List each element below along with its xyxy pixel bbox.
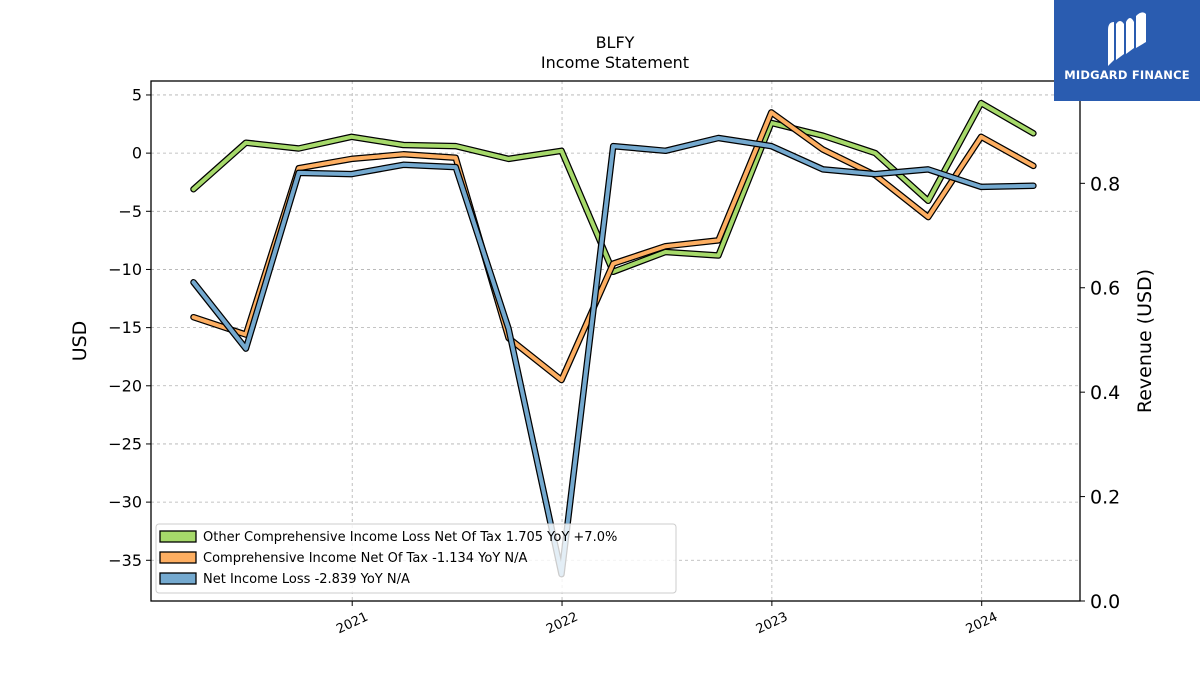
legend-swatch-net-income-loss — [159, 572, 197, 585]
legend-swatch-comprehensive-income — [159, 551, 197, 564]
y-tick-label: 5 — [132, 85, 142, 104]
chart-subtitle: Income Statement — [541, 53, 689, 72]
legend-label-other-comprehensive: Other Comprehensive Income Loss Net Of T… — [203, 530, 617, 545]
x-axis: 2021 2022 2023 2024 — [334, 601, 1000, 637]
y-axis-right-label: Revenue (USD) — [1134, 269, 1156, 413]
y-right-tick-label: 0.6 — [1090, 278, 1120, 300]
legend-label-comprehensive-income: Comprehensive Income Net Of Tax -1.134 Y… — [203, 551, 528, 566]
x-tick-label: 2022 — [544, 610, 580, 638]
y-axis-left: 5 0 −5 −10 −15 −20 −25 −30 −35 — [108, 85, 151, 570]
y-tick-label: −30 — [108, 493, 142, 512]
y-tick-label: −10 — [108, 260, 142, 279]
series-line-outline — [190, 99, 1037, 276]
y-tick-label: −5 — [118, 202, 142, 221]
y-axis-right: 0.0 0.2 0.4 0.6 0.8 — [1080, 173, 1120, 613]
midgard-finance-logo: MIDGARD FINANCE — [1054, 0, 1200, 101]
series-line — [191, 110, 1036, 382]
y-right-tick-label: 0.4 — [1090, 382, 1120, 404]
series-other-comprehensive — [190, 99, 1037, 276]
legend-label-net-income-loss: Net Income Loss -2.839 YoY N/A — [203, 572, 410, 587]
y-axis-label: USD — [69, 321, 91, 362]
y-right-tick-label: 0.2 — [1090, 487, 1120, 509]
legend-frame — [155, 523, 677, 594]
x-tick-label: 2023 — [754, 610, 790, 638]
series-line — [191, 136, 1036, 577]
midgard-logo-icon — [1108, 12, 1146, 66]
series-net-income-loss — [190, 134, 1037, 578]
plot-area-frame — [150, 80, 1081, 602]
series-lines — [190, 99, 1037, 578]
x-tick-label: 2024 — [964, 610, 1000, 638]
legend-swatch-other-comprehensive — [159, 530, 197, 543]
y-tick-label: 0 — [132, 144, 142, 163]
y-right-tick-label: 0.8 — [1090, 173, 1120, 195]
legend: Other Comprehensive Income Loss Net Of T… — [155, 523, 677, 594]
y-tick-label: −25 — [108, 434, 142, 453]
series-comprehensive-income — [190, 109, 1037, 384]
y-right-tick-label: 0.0 — [1090, 591, 1120, 613]
y-tick-label: −15 — [108, 318, 142, 337]
x-tick-label: 2021 — [334, 610, 370, 638]
y-tick-label: −35 — [108, 551, 142, 570]
series-line — [191, 101, 1036, 274]
grid-lines — [151, 81, 1080, 601]
y-tick-label: −20 — [108, 376, 142, 395]
chart-title: BLFY — [596, 33, 635, 52]
logo-text: MIDGARD FINANCE — [1064, 68, 1190, 82]
